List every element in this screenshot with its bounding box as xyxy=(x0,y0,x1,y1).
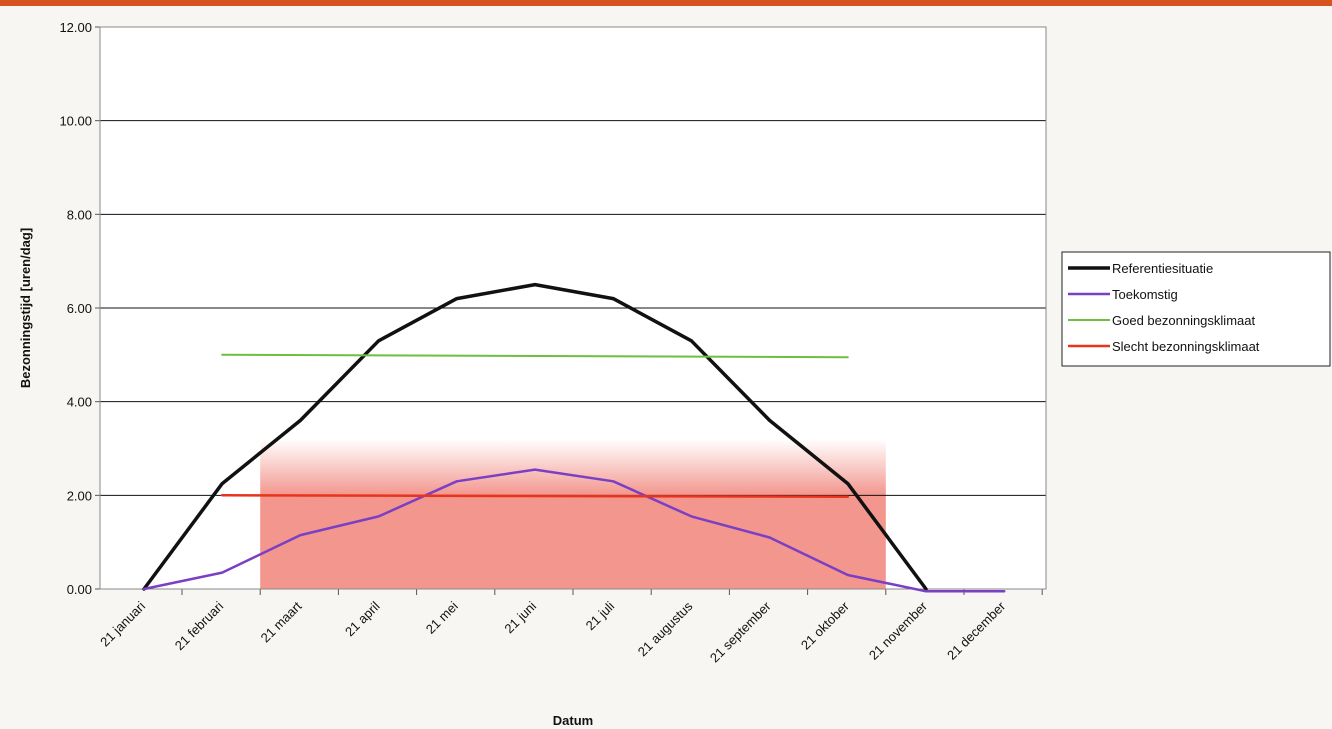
x-tick-label-9: 21 oktober xyxy=(798,598,853,653)
x-tick-label-8: 21 september xyxy=(707,598,774,665)
x-tick-label-7: 21 augustus xyxy=(635,598,696,659)
x-tick-labels: 21 januari 21 februari 21 maart 21 april 21 … xyxy=(97,598,1009,665)
x-tick-label-5: 21 juni xyxy=(501,598,539,636)
legend: Referentiesituatie Toekomstig Goed bezonni… xyxy=(1061,251,1331,367)
y-tick-label-2: 4.00 xyxy=(67,395,92,410)
y-tick-label-4: 8.00 xyxy=(67,207,92,222)
shaded-solid-band xyxy=(260,495,886,589)
top-accent-bar xyxy=(0,0,1332,6)
legend-label-3: Goed bezonningsklimaat xyxy=(1112,313,1255,328)
x-tick-label-4: 21 mei xyxy=(423,598,461,636)
legend-label-4: Slecht bezonningsklimaat xyxy=(1112,339,1260,354)
plot-border xyxy=(99,26,1047,590)
y-tick-label-5: 10.00 xyxy=(59,114,92,129)
shaded-fade-band xyxy=(260,439,886,496)
series-line-1 xyxy=(142,282,928,591)
series-line-2 xyxy=(142,468,1006,593)
series-line-4 xyxy=(220,494,850,498)
y-tick-labels: 0.00 2.00 4.00 6.00 8.00 10.00 12.00 xyxy=(59,20,92,597)
legend-label-1: Referentiesituatie xyxy=(1112,261,1213,276)
y-tick-label-0: 0.00 xyxy=(67,582,92,597)
poor-climate-shaded-region xyxy=(260,439,886,589)
x-axis-title: Datum xyxy=(553,713,593,728)
x-tick-label-6: 21 juli xyxy=(583,598,618,633)
x-tick-label-10: 21 november xyxy=(866,598,931,663)
x-tick-label-0: 21 januari xyxy=(97,598,148,649)
x-tick-label-3: 21 april xyxy=(342,598,383,639)
y-tick-label-3: 6.00 xyxy=(67,301,92,316)
y-tick-label-6: 12.00 xyxy=(59,20,92,35)
y-axis-title: Bezonningstijd [uren/dag] xyxy=(18,228,33,388)
y-tick-label-1: 2.00 xyxy=(67,488,92,503)
x-tick-label-11: 21 december xyxy=(944,598,1009,663)
series-lines xyxy=(142,282,1006,593)
series-line-3 xyxy=(221,353,849,359)
x-tick-label-2: 21 maart xyxy=(258,598,305,645)
x-tick-label-1: 21 februari xyxy=(172,598,227,653)
legend-label-2: Toekomstig xyxy=(1112,287,1178,302)
